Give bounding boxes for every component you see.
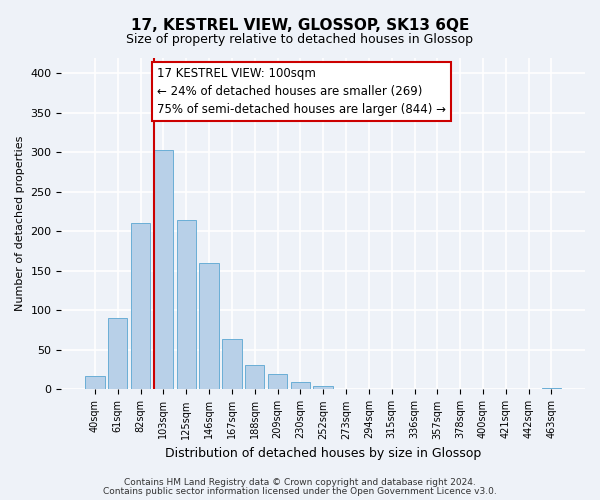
Bar bbox=[108, 318, 127, 390]
Text: Contains HM Land Registry data © Crown copyright and database right 2024.: Contains HM Land Registry data © Crown c… bbox=[124, 478, 476, 487]
Bar bbox=[290, 382, 310, 390]
Y-axis label: Number of detached properties: Number of detached properties bbox=[15, 136, 25, 311]
Text: Size of property relative to detached houses in Glossop: Size of property relative to detached ho… bbox=[127, 32, 473, 46]
Bar bbox=[154, 150, 173, 390]
X-axis label: Distribution of detached houses by size in Glossop: Distribution of detached houses by size … bbox=[165, 447, 481, 460]
Bar bbox=[405, 388, 424, 390]
Bar bbox=[85, 376, 104, 390]
Bar bbox=[199, 263, 219, 390]
Text: 17, KESTREL VIEW, GLOSSOP, SK13 6QE: 17, KESTREL VIEW, GLOSSOP, SK13 6QE bbox=[131, 18, 469, 32]
Bar bbox=[222, 339, 242, 390]
Bar bbox=[131, 222, 150, 390]
Bar bbox=[176, 220, 196, 390]
Bar bbox=[245, 365, 265, 390]
Text: 17 KESTREL VIEW: 100sqm
← 24% of detached houses are smaller (269)
75% of semi-d: 17 KESTREL VIEW: 100sqm ← 24% of detache… bbox=[157, 67, 446, 116]
Bar bbox=[268, 374, 287, 390]
Bar bbox=[313, 386, 333, 390]
Bar bbox=[542, 388, 561, 390]
Text: Contains public sector information licensed under the Open Government Licence v3: Contains public sector information licen… bbox=[103, 486, 497, 496]
